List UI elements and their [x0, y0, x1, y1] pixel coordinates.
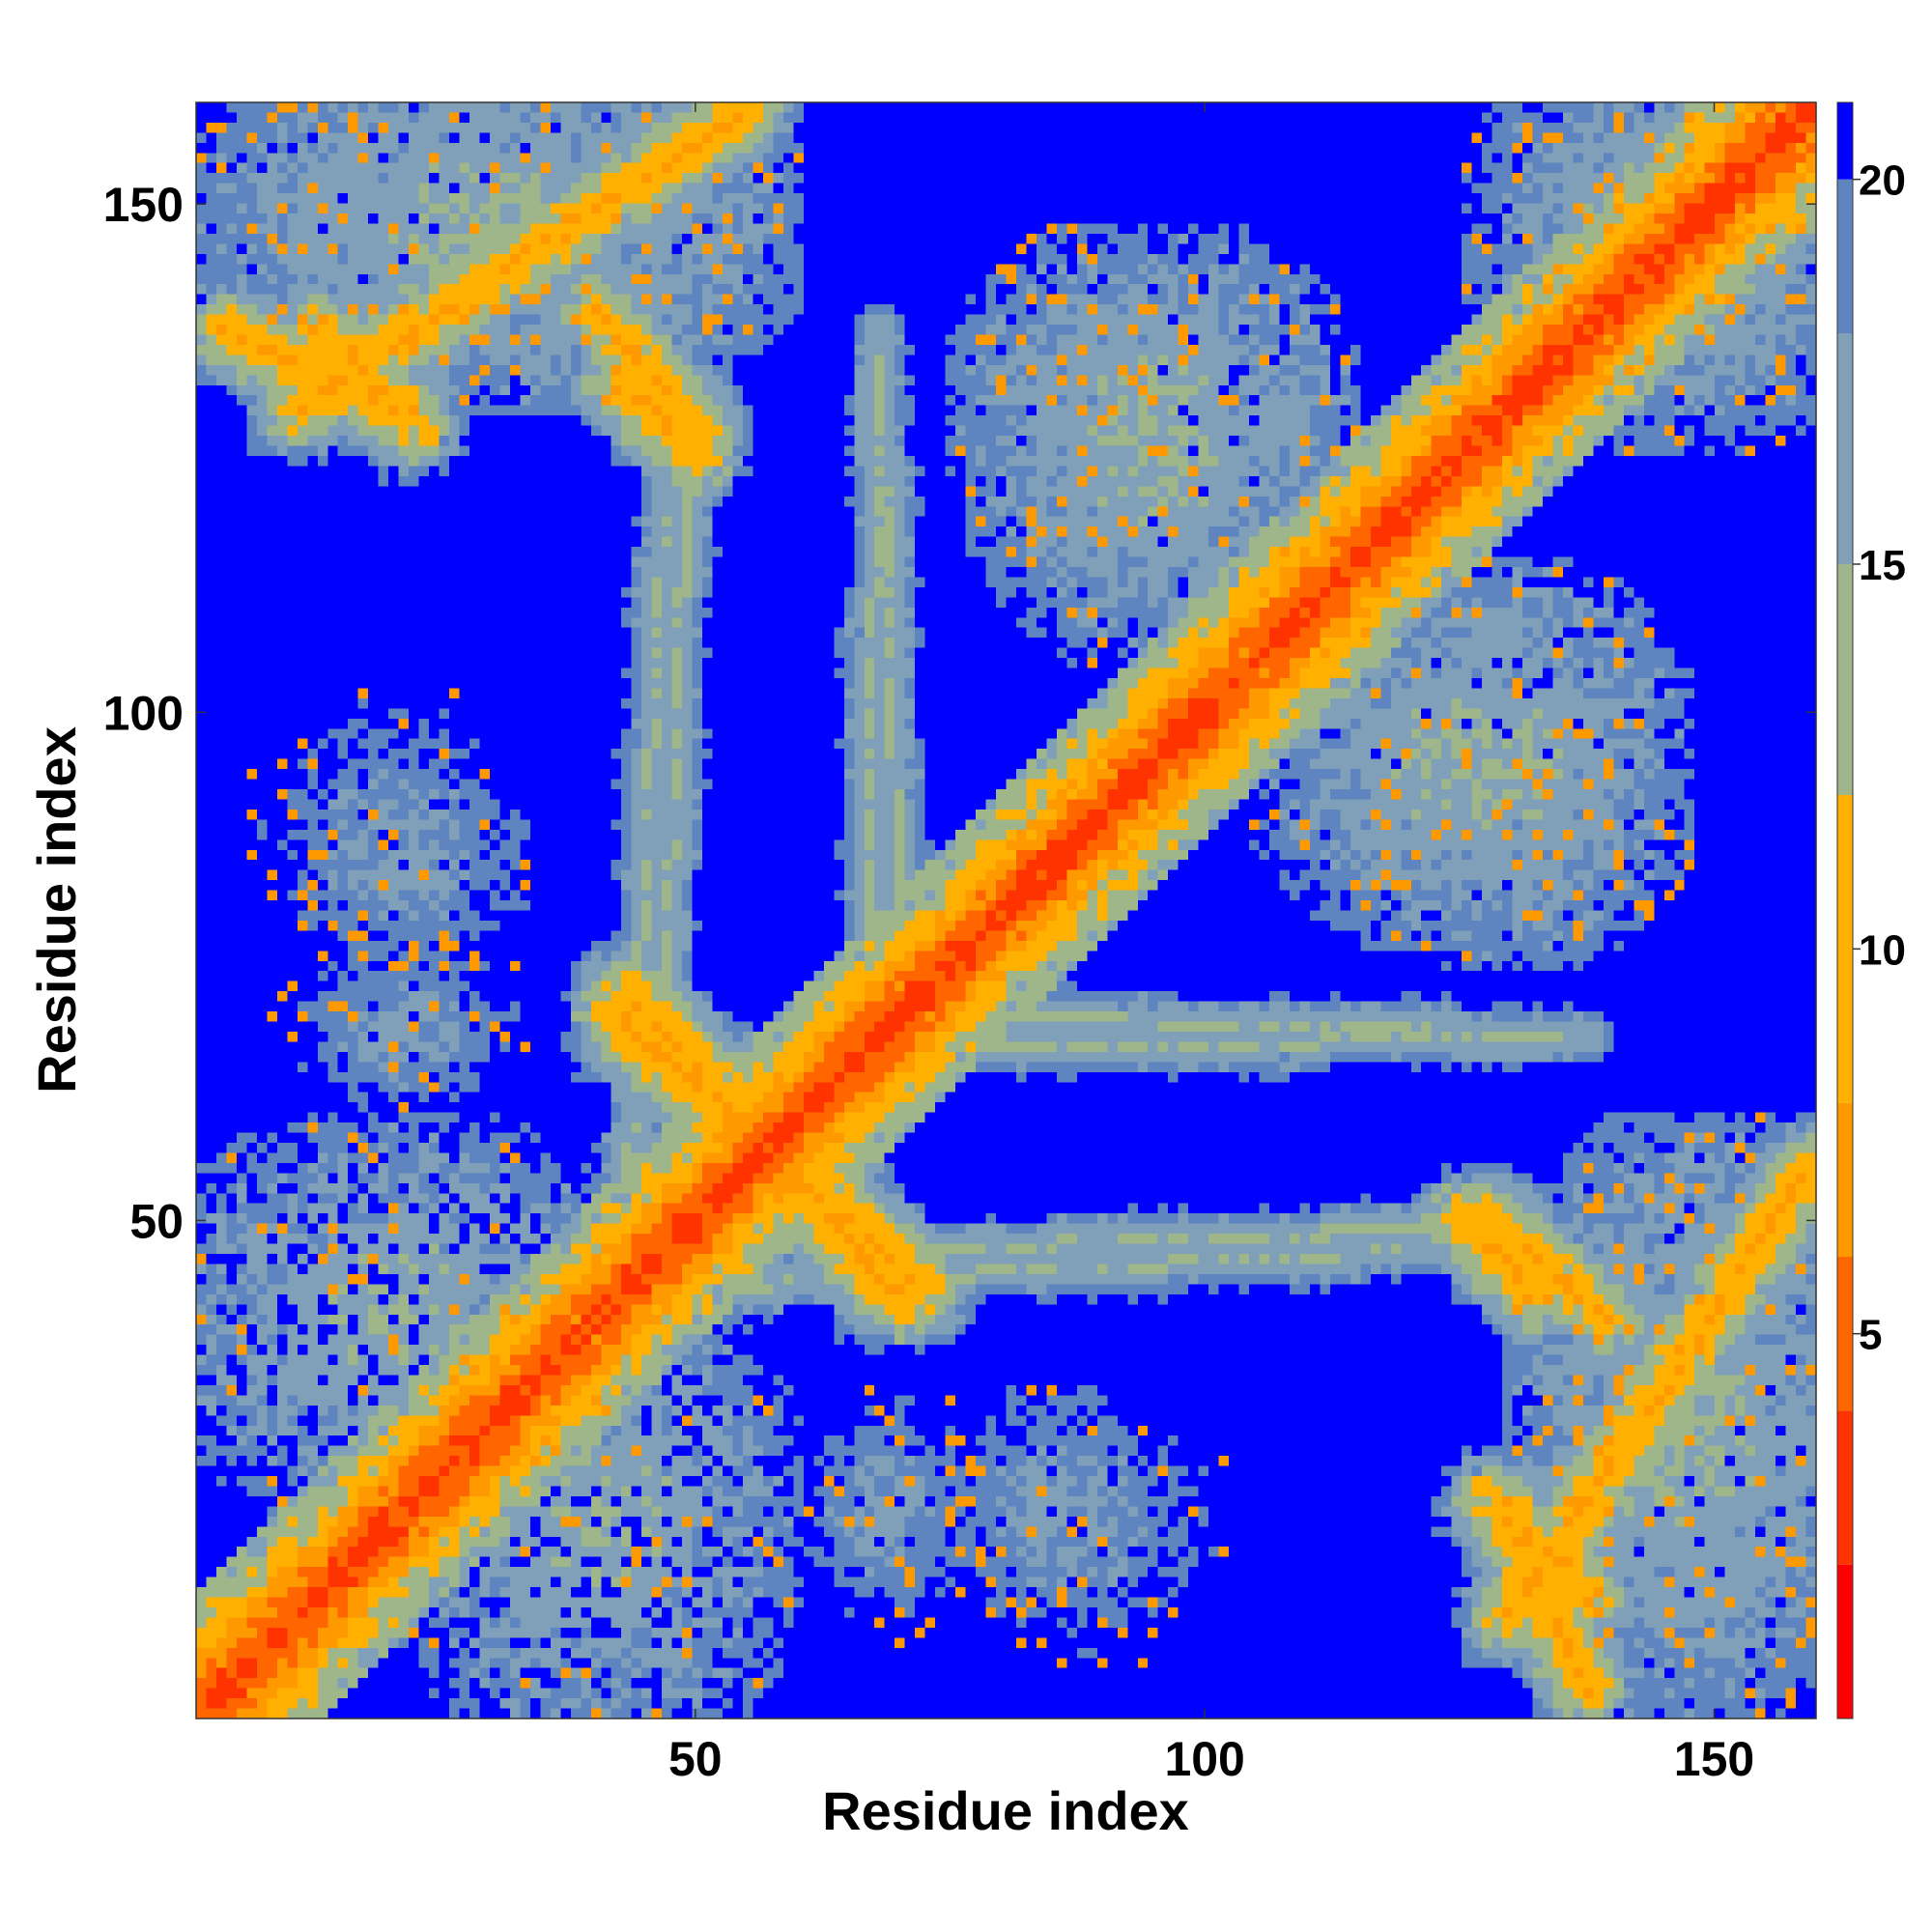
y-tick-label: 50 [129, 1194, 184, 1248]
heatmap-cells [196, 102, 1816, 1719]
colorbar-segment [1837, 1564, 1853, 1719]
y-tick-label: 150 [103, 178, 184, 232]
x-tick-label: 150 [1674, 1732, 1754, 1786]
x-tick-label: 100 [1164, 1732, 1244, 1786]
x-axis-title: Residue index [822, 1780, 1189, 1841]
colorbar-tick-label: 10 [1859, 926, 1906, 974]
y-axis-ticks: 50 100 150 [103, 178, 1816, 1248]
colorbar-tick-label: 5 [1859, 1312, 1882, 1359]
colorbar-segment [1837, 1102, 1853, 1257]
x-axis-ticks: 50 100 150 [668, 102, 1754, 1786]
colorbar-segment [1837, 179, 1853, 333]
y-axis-title: Residue index [26, 726, 87, 1094]
colorbar-segment [1837, 1410, 1853, 1565]
colorbar-segment [1837, 333, 1853, 564]
colorbar-tick-label: 15 [1859, 542, 1906, 589]
colorbar-segment [1837, 795, 1853, 1103]
colorbar-segment [1837, 564, 1853, 795]
colorbar-frame [1836, 101, 1854, 1719]
y-tick-label: 100 [103, 686, 184, 740]
colorbar-segment [1837, 1257, 1853, 1411]
colorbar-tick-label: 20 [1859, 157, 1906, 205]
plot-frame [195, 101, 1817, 1719]
colorbar-segment [1837, 102, 1853, 180]
colorbar: 5 10 15 20 [1836, 101, 1906, 1719]
x-tick-label: 50 [668, 1732, 723, 1786]
